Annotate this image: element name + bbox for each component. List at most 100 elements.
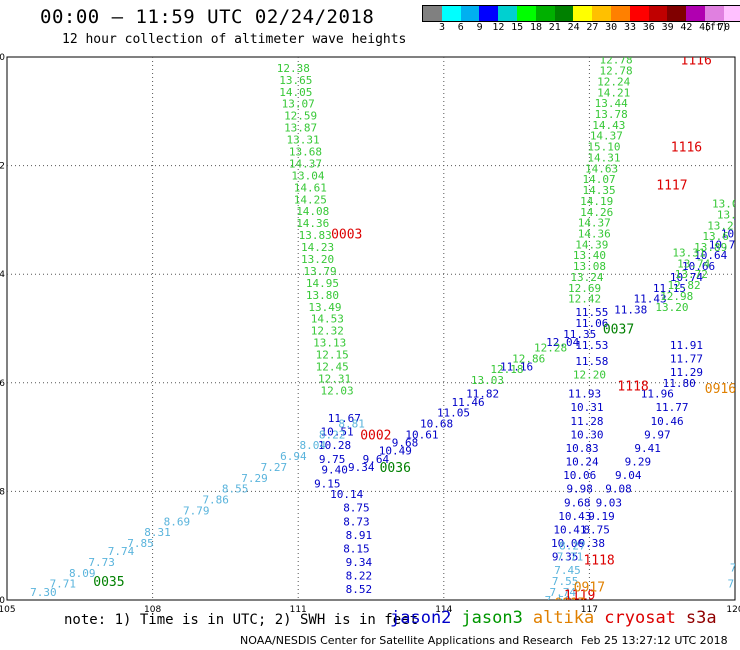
chart-subtitle: 12 hour collection of altimeter wave hei… (62, 32, 407, 47)
jason3-wave-height-point: 14.95 (306, 277, 339, 290)
jason2-wave-height-point: 10.71 (721, 227, 740, 240)
jason3-wave-height-point: 13.24 (570, 271, 603, 284)
x-tick-label: 120 (726, 605, 740, 615)
jason2-wave-height-point: 10.46 (650, 415, 683, 428)
color-swatch (704, 6, 724, 21)
jason2-wave-height-point: 9.40 (321, 464, 348, 477)
jason2-wave-height-point: 11.96 (641, 388, 674, 401)
jason3-wave-height-point: 14.25 (294, 193, 327, 206)
jason2-wave-height-point: 11.15 (653, 282, 686, 295)
jason3-wave-height-point: 13.13 (313, 337, 346, 350)
pass-time-label: 0916 (705, 382, 736, 397)
jason2-wave-height-point: 11.55 (575, 306, 608, 319)
jason2-wave-height-point: 8.91 (346, 529, 373, 542)
jason3-wave-height-point: 13.44 (595, 97, 628, 110)
jason3-wave-height-point: 12.28 (534, 342, 567, 355)
jason3-wave-height-point: 12.18 (490, 363, 523, 376)
jason2-wave-height-point: 9.04 (615, 469, 642, 482)
jason2-wave-height-point: 10.51 (320, 426, 353, 439)
altika-wave-height-point: 8.27 (559, 540, 586, 553)
jason2-wave-height-point: 9.68 (564, 496, 591, 509)
color-scale-label: 15 (511, 22, 524, 33)
jason2-wave-height-point: 10.14 (330, 488, 363, 501)
pass-time-label: 0917 (574, 580, 605, 595)
jason2-wave-height-point: 11.35 (563, 328, 596, 341)
pass-time-label: 0035 (93, 575, 124, 590)
jason2-wave-height-point: 11.91 (670, 339, 703, 352)
jason3-wave-height-point: 12.98 (660, 290, 693, 303)
jason3-wave-height-point: 13.03 (471, 374, 504, 387)
color-scale-bar (422, 5, 740, 22)
jason2-wave-height-point: 10.28 (318, 439, 351, 452)
y-tick-label: -60 (0, 596, 5, 606)
jason2-wave-height-point: 11.38 (614, 303, 647, 316)
jason2-wave-height-point: 12.04 (546, 336, 579, 349)
altika-wave-height-point: 7.27 (261, 461, 288, 474)
pass-time-label: 0917 (554, 597, 585, 612)
jason3-wave-height-point: 14.43 (592, 119, 625, 132)
jason3-wave-height-point: 14.37 (590, 130, 623, 143)
jason2-wave-height-point: 10.24 (566, 456, 599, 469)
jason2-wave-height-point: 11.43 (634, 293, 667, 306)
jason3-wave-height-point: 12.38 (277, 62, 310, 75)
altika-wave-height-point: 7.71 (50, 578, 77, 591)
color-swatch (498, 6, 517, 21)
jason2-wave-height-point: 10.19 (733, 217, 740, 230)
jason3-wave-height-point: 12.32 (311, 325, 344, 338)
jason3-wave-height-point: 13.65 (279, 74, 312, 87)
generated-timestamp: Feb 25 13:27:12 UTC 2018 (581, 634, 728, 647)
altika-wave-height-point: 6.94 (280, 450, 307, 463)
jason2-wave-height-point: 10.41 (553, 523, 586, 536)
pass-time-label: 1119 (564, 589, 595, 604)
jason3-wave-height-point: 12.59 (284, 110, 317, 123)
jason2-wave-height-point: 10.78 (709, 238, 740, 251)
jason2-wave-height-point: 9.15 (314, 477, 341, 490)
jason2-wave-height-point: 10.06 (551, 537, 584, 550)
pass-time-label: 0003 (331, 227, 362, 242)
color-swatch (592, 6, 611, 21)
color-scale-label: 70 (717, 22, 731, 33)
jason2-wave-height-point: 10.31 (570, 401, 603, 414)
jason2-wave-height-point: 7.72 (346, 599, 373, 612)
footnote: note: 1) Time is in UTC; 2) SWH is in fe… (64, 612, 419, 628)
jason2-wave-height-point: 11.77 (670, 352, 703, 365)
y-tick-label: -54 (0, 270, 5, 280)
jason3-wave-height-point: 13.49 (308, 301, 341, 314)
color-swatch (667, 6, 687, 21)
color-scale-label: 39 (661, 22, 674, 33)
color-swatch (648, 6, 668, 21)
altika-wave-height-point: 7.5 (730, 561, 740, 574)
altika-wave-height-point: 7.86 (202, 494, 229, 507)
jason3-wave-height-point: 13.2 (707, 219, 734, 232)
color-swatch (686, 6, 705, 21)
jason2-wave-height-point: 8.15 (343, 542, 370, 555)
jason2-wave-height-point: 11.53 (575, 339, 608, 352)
color-scale-label: 24 (567, 22, 580, 33)
color-swatch (723, 6, 740, 21)
jason2-wave-height-point: 9.35 (552, 551, 579, 564)
jason3-wave-height-point: 14.07 (583, 173, 616, 186)
jason3-wave-height-point: 12.78 (600, 65, 633, 78)
jason3-wave-height-point: 13.83 (299, 229, 332, 242)
jason2-wave-height-point: 11.29 (670, 366, 703, 379)
jason3-wave-height-point: 13.0 (712, 198, 739, 211)
jason3-wave-height-point: 13.80 (306, 289, 339, 302)
color-scale-unit: (ft) (703, 22, 728, 33)
jason3-wave-height-point: 12.03 (320, 384, 353, 397)
y-tick-label: -58 (0, 487, 5, 497)
color-scale-label: 3 (438, 22, 446, 33)
jason3-wave-height-point: 12.78 (600, 54, 633, 67)
jason3-wave-height-point: 14.35 (583, 184, 616, 197)
credit-line: NOAA/NESDIS Center for Satellite Applica… (240, 634, 574, 647)
jason3-wave-height-point: 14.21 (597, 86, 630, 99)
jason3-wave-height-point: 14.39 (575, 238, 608, 251)
jason3-wave-height-point: 14.37 (289, 157, 322, 170)
x-tick-label: 105 (0, 605, 16, 615)
color-scale-label: 18 (529, 22, 543, 33)
jason2-wave-height-point: 9.38 (579, 537, 606, 550)
color-swatch (535, 6, 555, 21)
color-swatch (423, 6, 442, 21)
jason3-wave-height-point: 12.86 (512, 352, 545, 365)
jason3-wave-height-point: 13.72 (675, 268, 708, 281)
